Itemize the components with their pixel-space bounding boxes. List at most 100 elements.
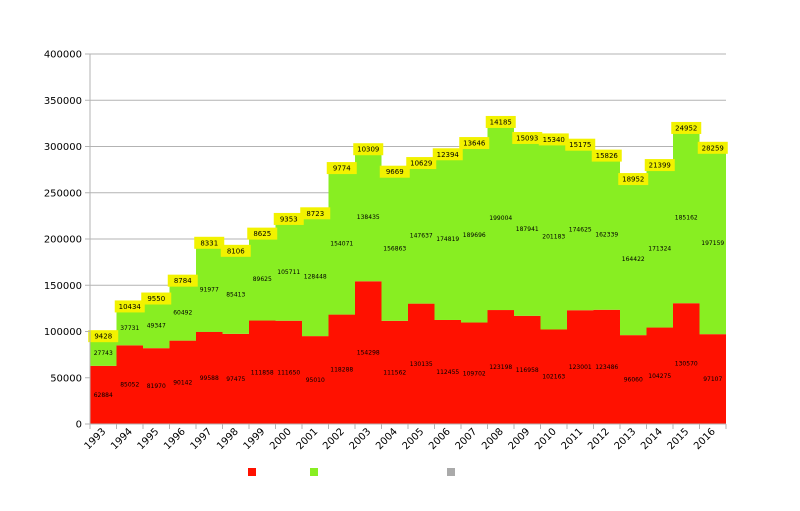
- top-label: 8625: [253, 230, 271, 238]
- x-tick-label: 2004: [374, 426, 400, 452]
- y-tick-label: 0: [76, 420, 82, 431]
- top-label-box: [300, 207, 331, 220]
- data-label: 130570: [675, 361, 698, 368]
- top-label: 8723: [306, 210, 324, 218]
- data-label: 189696: [463, 232, 486, 239]
- x-tick-label: 2011: [560, 426, 586, 452]
- data-label: 123486: [595, 364, 618, 371]
- data-label: 199004: [489, 215, 512, 222]
- data-label: 96060: [624, 377, 643, 384]
- bar-segment: [620, 183, 647, 336]
- bar-segment: [699, 151, 726, 335]
- bar-segment: [90, 365, 117, 424]
- top-label: 15175: [569, 141, 591, 149]
- data-label: 60492: [173, 310, 192, 317]
- top-label: 8784: [174, 277, 192, 285]
- top-label: 9774: [333, 165, 351, 173]
- data-label: 27743: [94, 350, 113, 357]
- x-tick-label: 2009: [507, 426, 533, 452]
- data-label: 97107: [703, 376, 722, 383]
- data-label: 197159: [701, 240, 724, 247]
- top-label-box: [194, 236, 225, 249]
- data-label: 174819: [436, 236, 459, 243]
- top-label-box: [406, 157, 437, 170]
- data-label: 91977: [200, 286, 219, 293]
- x-tick-label: 1996: [162, 426, 188, 452]
- data-label: 85052: [120, 382, 139, 389]
- x-tick-label: 2015: [666, 426, 692, 452]
- data-label: 62884: [94, 392, 113, 399]
- data-label: 111650: [277, 369, 300, 376]
- bar-segment: [116, 310, 143, 346]
- top-label: 21399: [649, 162, 671, 170]
- x-tick-label: 2005: [401, 426, 427, 452]
- x-tick-label: 1993: [83, 426, 109, 452]
- data-label: 171324: [648, 245, 671, 252]
- top-label: 9550: [147, 295, 165, 303]
- bar-segment: [275, 222, 302, 321]
- top-label-box: [485, 115, 516, 128]
- bar-segment: [487, 310, 514, 424]
- top-label: 18952: [622, 176, 644, 184]
- bar-segment: [673, 303, 700, 424]
- data-label: 109702: [463, 370, 486, 377]
- bar-segment: [434, 158, 461, 320]
- y-tick-label: 400000: [44, 50, 82, 61]
- x-tick-label: 1997: [189, 426, 215, 452]
- data-label: 111562: [383, 369, 406, 376]
- bar-segment: [646, 327, 673, 424]
- top-label-box: [459, 137, 490, 150]
- bar-segment: [593, 309, 620, 424]
- x-tick-label: 2002: [321, 426, 347, 452]
- bar-layer: [90, 125, 726, 424]
- top-label-box: [88, 330, 119, 343]
- data-label: 147637: [410, 232, 433, 239]
- bar-segment: [143, 302, 170, 349]
- bar-segment: [222, 333, 249, 424]
- legend-swatch: [248, 468, 256, 476]
- top-label: 8331: [200, 239, 218, 247]
- x-tick-label: 2000: [268, 426, 294, 452]
- bar-segment: [196, 331, 223, 424]
- data-label: 156863: [383, 245, 406, 252]
- top-label-box: [167, 274, 198, 287]
- bar-segment: [461, 147, 488, 323]
- legend-swatch: [447, 468, 455, 476]
- bar-segment: [355, 281, 382, 424]
- data-label: 164422: [622, 256, 645, 263]
- top-label-box: [326, 162, 357, 175]
- data-label: 90142: [173, 379, 192, 386]
- data-label: 111858: [251, 369, 274, 376]
- bar-segment: [434, 319, 461, 424]
- bar-segment: [620, 335, 647, 424]
- data-label: 123198: [489, 364, 512, 371]
- top-label: 12394: [437, 151, 460, 159]
- top-label: 9428: [94, 333, 112, 341]
- data-label: 116958: [516, 367, 539, 374]
- bar-segment: [646, 169, 673, 328]
- bar-segment: [381, 175, 408, 321]
- data-label: 118288: [330, 366, 353, 373]
- x-tick-label: 1999: [242, 426, 268, 452]
- x-tick-label: 2013: [613, 426, 639, 452]
- y-tick-label: 300000: [44, 142, 82, 153]
- data-label: 95010: [306, 377, 325, 384]
- top-label-box: [220, 244, 251, 257]
- bar-segment: [249, 237, 276, 321]
- bar-segment: [116, 345, 143, 424]
- bar-segment: [169, 340, 196, 424]
- bar-segment: [540, 329, 567, 424]
- x-tick-label: 2012: [586, 426, 612, 452]
- data-label: 162339: [595, 232, 618, 239]
- top-label-box: [432, 148, 463, 161]
- top-label: 10629: [410, 160, 432, 168]
- data-label: 154298: [357, 350, 380, 357]
- data-label: 85413: [226, 291, 245, 298]
- bar-segment: [302, 336, 329, 424]
- bar-segment: [196, 246, 223, 332]
- data-label: 99588: [200, 375, 219, 382]
- top-label: 15826: [596, 152, 619, 160]
- y-tick-label: 250000: [44, 188, 82, 199]
- top-label: 10309: [357, 146, 379, 154]
